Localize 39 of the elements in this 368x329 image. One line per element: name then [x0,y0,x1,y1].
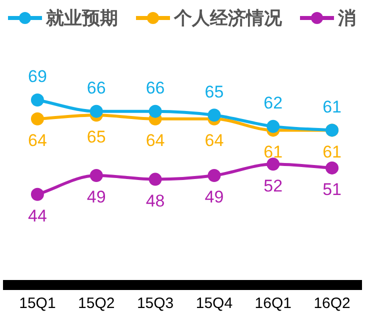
data-label: 66 [86,78,106,98]
data-label: 65 [204,82,224,102]
x-tick-label: 15Q1 [19,295,56,312]
point [90,169,103,182]
data-label: 65 [86,127,106,146]
data-label: 64 [204,131,224,150]
point [148,172,162,186]
x-tick-label: 15Q2 [78,295,115,312]
data-label: 48 [146,191,165,210]
point [208,108,221,122]
data-label: 66 [146,78,165,98]
data-label: 61 [264,142,283,162]
data-label: 69 [28,67,47,86]
point [90,104,103,118]
data-label: 62 [264,94,283,113]
point [326,161,339,174]
point [266,158,280,171]
data-label: 61 [322,97,342,116]
point [148,104,162,118]
data-label: 61 [322,142,342,162]
x-tick-label: 15Q4 [196,295,233,312]
legend-label: 消 [338,7,356,30]
data-label: 49 [204,188,224,207]
point [208,169,221,182]
legend-label: 个人经济情况 [174,7,282,30]
legend-label: 就业预期 [46,7,118,30]
point [30,112,44,126]
data-label: 44 [28,206,47,226]
data-label: 64 [146,131,165,150]
data-label: 52 [264,176,283,196]
data-label: 49 [86,188,106,207]
point [266,120,280,133]
data-label: 51 [322,180,342,200]
x-tick-label: 16Q2 [314,295,350,312]
point [30,94,44,106]
x-tick-label: 16Q1 [254,295,292,312]
x-tick-label: 15Q3 [136,295,174,312]
data-label: 64 [28,131,47,150]
point [30,188,44,201]
